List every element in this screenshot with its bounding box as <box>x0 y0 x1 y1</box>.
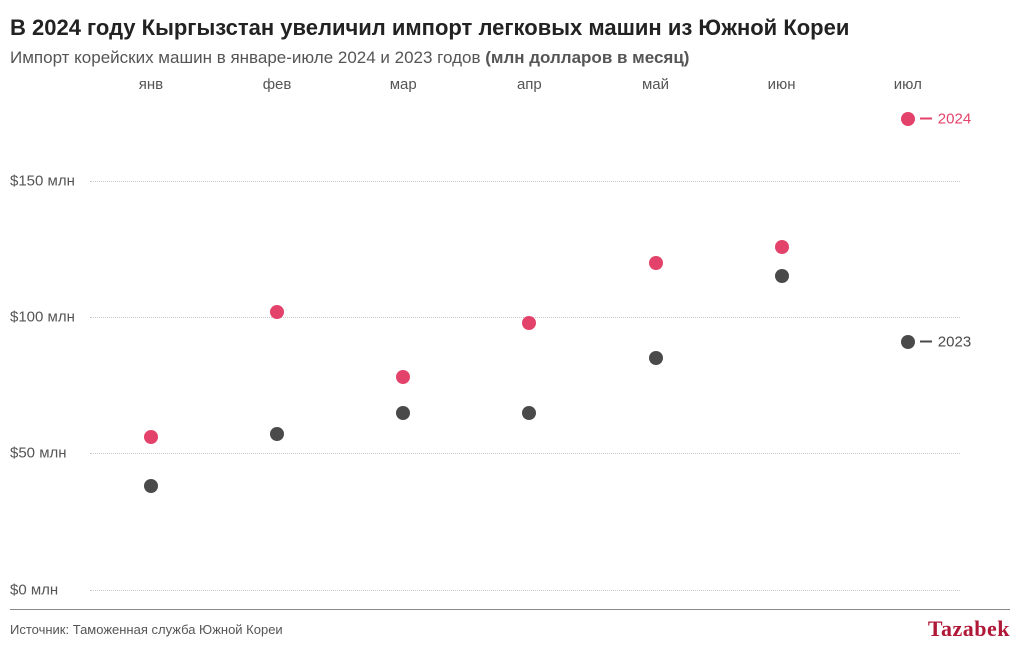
x-axis-label: май <box>642 76 669 93</box>
data-point <box>649 351 663 365</box>
gridline <box>90 181 960 182</box>
data-point <box>901 335 915 349</box>
y-axis-label: $150 млн <box>10 173 75 190</box>
data-point <box>775 269 789 283</box>
data-point <box>396 370 410 384</box>
subtitle-plain: Импорт корейских машин в январе-июле 202… <box>10 48 485 67</box>
source-label: Источник: Таможенная служба Южной Кореи <box>10 622 283 637</box>
brand-logo: Tazabek <box>928 616 1010 642</box>
chart-title: В 2024 году Кыргызстан увеличил импорт л… <box>10 14 1010 42</box>
x-axis-label: мар <box>390 76 417 93</box>
y-axis-label: $50 млн <box>10 445 67 462</box>
data-point <box>649 256 663 270</box>
y-axis-label: $100 млн <box>10 309 75 326</box>
chart-area: $0 млн$50 млн$100 млн$150 млнянвфевмарап… <box>10 74 1010 594</box>
legend-item: 2023 <box>920 333 971 350</box>
gridline <box>90 590 960 591</box>
data-point <box>522 406 536 420</box>
data-point <box>901 112 915 126</box>
x-axis-label: апр <box>517 76 542 93</box>
data-point <box>522 316 536 330</box>
data-point <box>144 479 158 493</box>
data-point <box>270 427 284 441</box>
data-point <box>270 305 284 319</box>
gridline <box>90 453 960 454</box>
legend-label: 2024 <box>938 110 971 127</box>
legend-item: 2024 <box>920 110 971 127</box>
data-point <box>775 240 789 254</box>
data-point <box>144 430 158 444</box>
chart-subtitle: Импорт корейских машин в январе-июле 202… <box>10 48 1010 68</box>
x-axis-label: июл <box>894 76 922 93</box>
chart-footer: Источник: Таможенная служба Южной Кореи … <box>10 609 1010 642</box>
legend-dash <box>920 118 932 120</box>
plot-area <box>90 100 960 590</box>
x-axis-label: фев <box>263 76 292 93</box>
data-point <box>396 406 410 420</box>
x-axis-label: янв <box>139 76 163 93</box>
subtitle-bold: (млн долларов в месяц) <box>485 48 689 67</box>
legend-dash <box>920 341 932 343</box>
x-axis-label: июн <box>768 76 796 93</box>
legend-label: 2023 <box>938 333 971 350</box>
y-axis-label: $0 млн <box>10 581 58 598</box>
